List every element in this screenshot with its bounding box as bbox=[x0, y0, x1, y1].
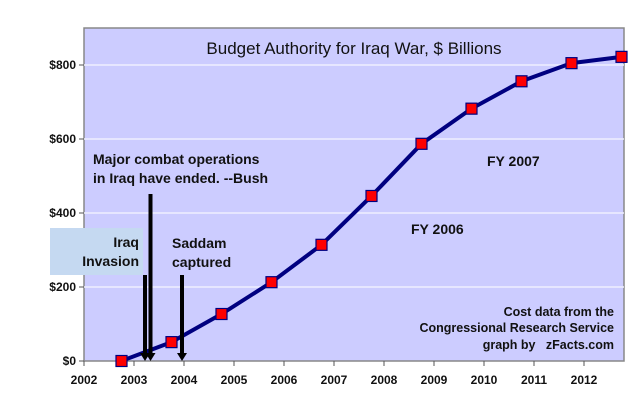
bush-quote-line1: Major combat operations bbox=[93, 151, 260, 167]
bush-quote-line2: in Iraq have ended. --Bush bbox=[93, 170, 268, 186]
chart-title: Budget Authority for Iraq War, $ Billion… bbox=[206, 39, 501, 58]
x-tick-label: 2012 bbox=[571, 373, 598, 387]
x-tick-label: 2004 bbox=[171, 373, 198, 387]
bush-arrowhead bbox=[145, 353, 156, 361]
invasion-label-line2: Invasion bbox=[82, 253, 139, 269]
saddam-label-line2: captured bbox=[172, 254, 231, 270]
x-tick-label: 2011 bbox=[521, 373, 547, 387]
y-tick-label: $200 bbox=[49, 280, 76, 294]
x-tick-label: 2009 bbox=[421, 373, 448, 387]
y-tick-label: $600 bbox=[49, 132, 76, 146]
x-tick-label: 2006 bbox=[271, 373, 298, 387]
source-line1: Cost data from the bbox=[504, 305, 614, 319]
saddam-label-line1: Saddam bbox=[172, 235, 226, 251]
data-point bbox=[515, 75, 528, 88]
source-line3: graph by zFacts.com bbox=[483, 338, 614, 352]
fy2007-label: FY 2007 bbox=[487, 153, 540, 169]
x-tick-label: 2005 bbox=[221, 373, 248, 387]
data-point bbox=[565, 57, 578, 70]
data-point bbox=[165, 336, 178, 349]
data-point bbox=[315, 238, 328, 251]
source-line2: Congressional Research Service bbox=[419, 321, 614, 335]
data-point bbox=[415, 137, 428, 150]
invasion-label-line1: Iraq bbox=[113, 234, 139, 250]
y-tick-label: $800 bbox=[49, 58, 76, 72]
y-tick-label: $0 bbox=[63, 354, 77, 368]
x-tick-label: 2008 bbox=[371, 373, 398, 387]
x-tick-label: 2002 bbox=[71, 373, 98, 387]
fy2006-label: FY 2006 bbox=[411, 221, 464, 237]
invasion-label-box bbox=[50, 228, 143, 275]
x-tick-label: 2003 bbox=[121, 373, 148, 387]
data-point bbox=[265, 276, 278, 289]
data-point bbox=[615, 50, 628, 63]
plot-area bbox=[83, 27, 625, 362]
saddam-arrowhead bbox=[177, 353, 187, 361]
data-point bbox=[215, 307, 228, 321]
data-point bbox=[365, 189, 378, 203]
data-point bbox=[465, 102, 478, 115]
x-tick-label: 2007 bbox=[321, 373, 348, 387]
x-tick-label: 2010 bbox=[471, 373, 498, 387]
y-tick-label: $400 bbox=[49, 206, 76, 220]
data-point bbox=[115, 354, 128, 368]
